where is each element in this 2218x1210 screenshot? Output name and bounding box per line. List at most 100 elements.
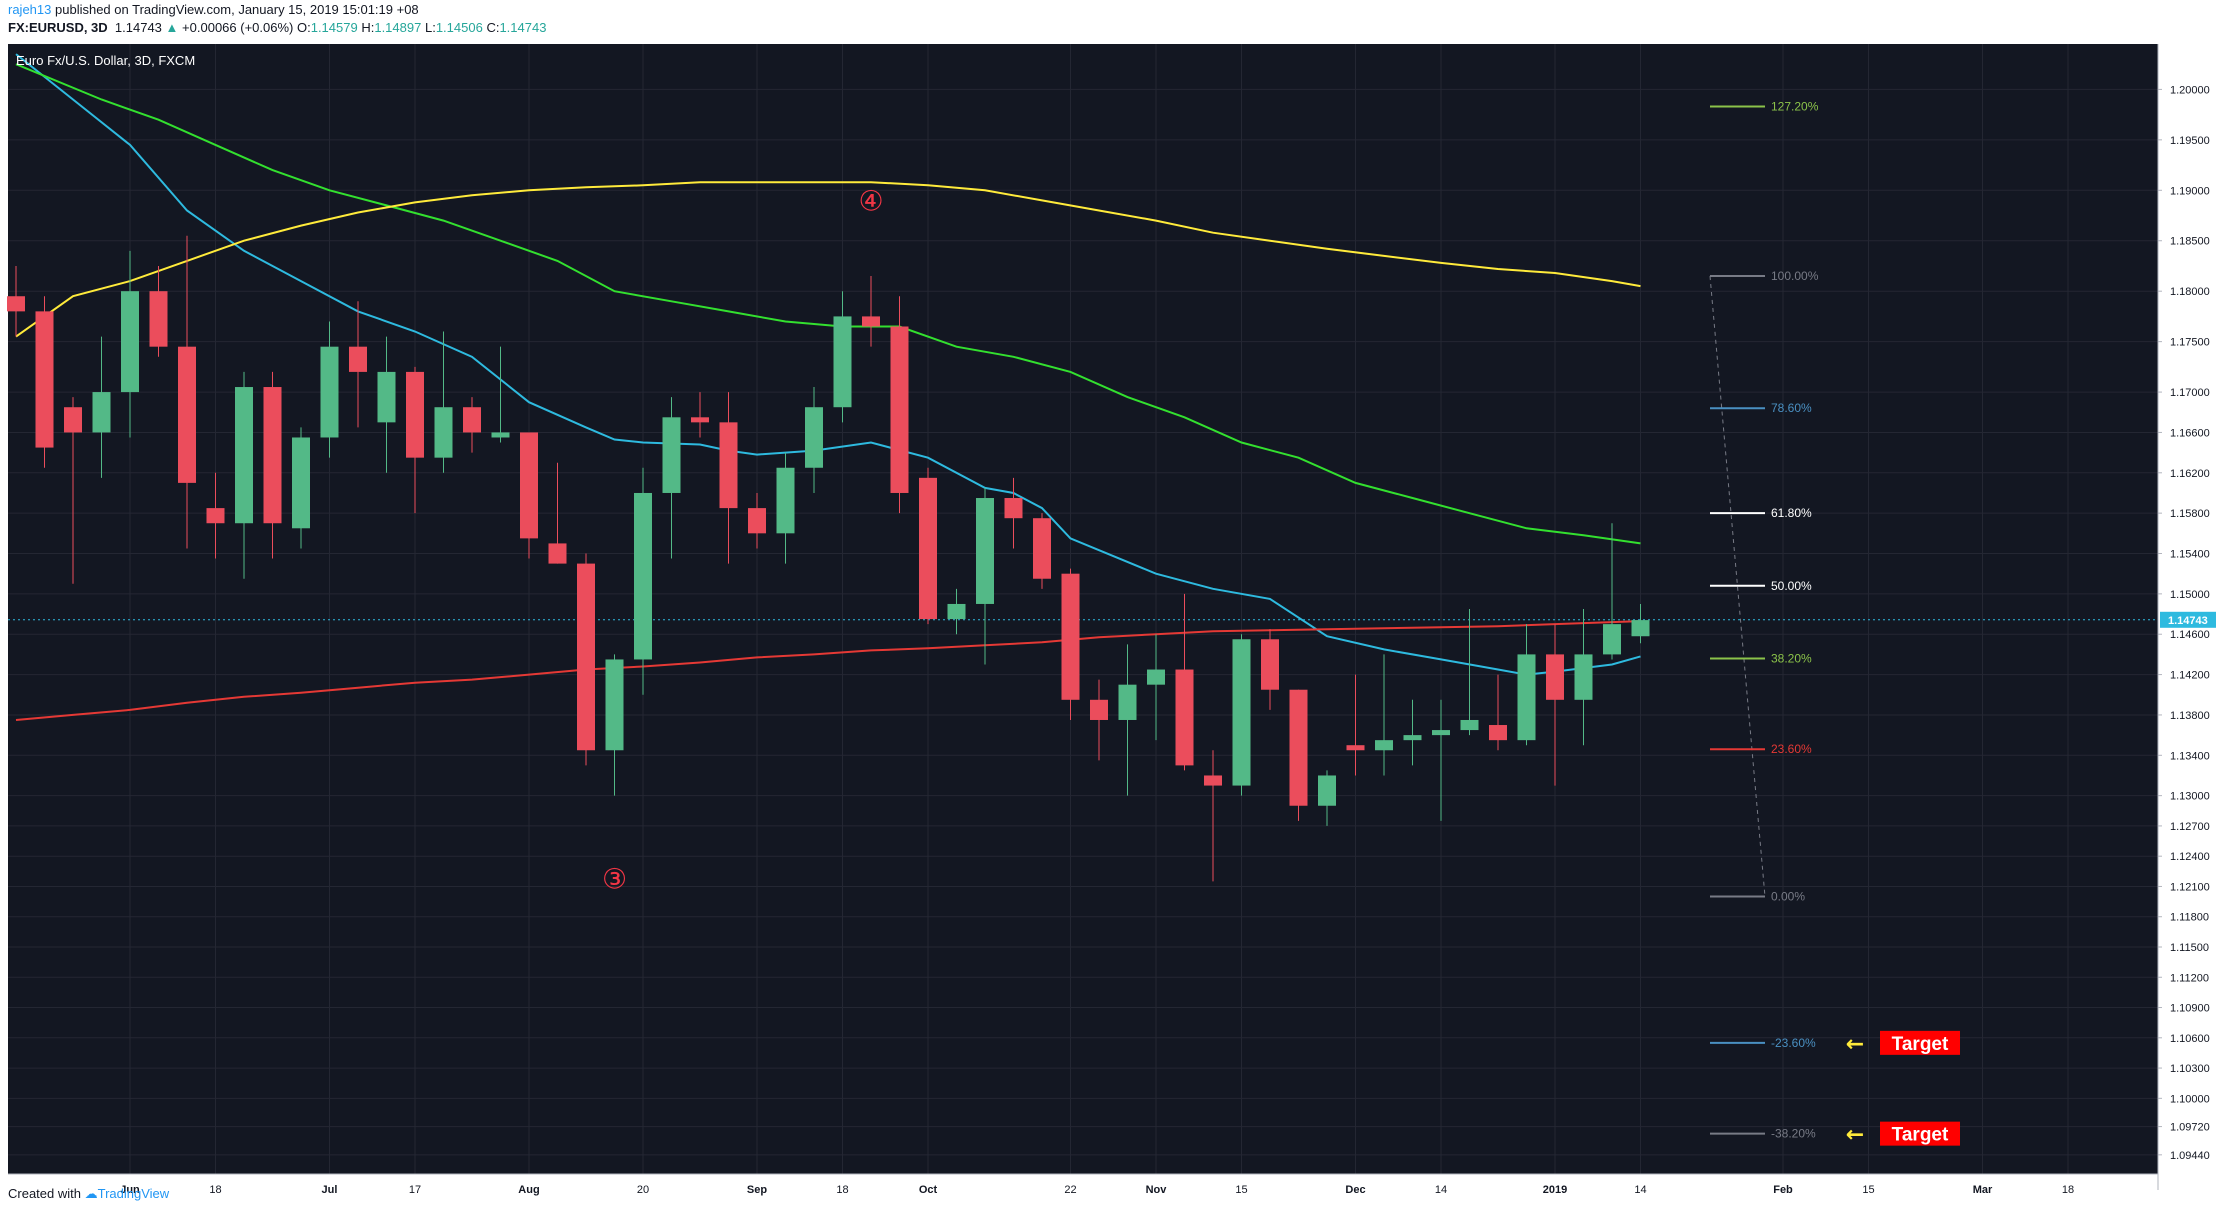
- fibonacci-levels[interactable]: 127.20% 100.00% 78.60% 61.80% 50.00% 38.20% 23…: [1709, 100, 1819, 1141]
- candle-body: [121, 291, 139, 393]
- created-with-label: Created with: [8, 1186, 81, 1201]
- target-label: Target: [1892, 1034, 1949, 1055]
- candle-body: [434, 407, 453, 458]
- candle-body: [1232, 639, 1251, 786]
- fibonacci-level-label: 0.00%: [1771, 890, 1805, 904]
- price-tick-label: 1.13800: [2170, 710, 2210, 722]
- close-value: 1.14743: [499, 20, 547, 35]
- candle-body: [1204, 775, 1222, 786]
- candle-body: [605, 659, 624, 751]
- price-tick-label: 1.18500: [2170, 236, 2210, 248]
- candle-body: [1175, 669, 1194, 766]
- candle-body: [1403, 735, 1422, 741]
- fibonacci-level-label: 127.20%: [1771, 100, 1819, 114]
- candle-body: [1546, 654, 1564, 700]
- price-tick-label: 1.18000: [2170, 286, 2210, 298]
- candle-body: [1574, 654, 1593, 700]
- candle-body: [1318, 775, 1336, 806]
- candle-body: [1090, 699, 1108, 720]
- price-tick-label: 1.19000: [2170, 185, 2210, 197]
- candle-body: [1460, 719, 1479, 731]
- candle-body: [1261, 639, 1279, 690]
- candle-body: [7, 296, 25, 312]
- time-tick-label: Jul: [322, 1184, 338, 1196]
- candle-body: [491, 432, 510, 438]
- chart-title: Euro Fx/U.S. Dollar, 3D, FXCM: [16, 53, 195, 68]
- open-value: 1.14579: [310, 20, 358, 35]
- brand-link[interactable]: TradingView: [97, 1186, 170, 1201]
- price-tick-label: 1.11800: [2170, 912, 2209, 924]
- candle-body: [292, 437, 310, 529]
- time-tick-label: Aug: [518, 1184, 539, 1196]
- candle-body: [1118, 684, 1137, 720]
- time-axis-labels: Jun 18 Jul 17 Aug 20 Sep 18 Oct 22 Nov 15 Dec 14 2019 1…: [120, 1184, 2074, 1196]
- candle-body: [1289, 689, 1308, 806]
- low-value: 1.14506: [435, 20, 483, 35]
- price-tick-label: 1.15000: [2170, 589, 2210, 601]
- chart-background: [8, 44, 2158, 1174]
- candle-body: [805, 407, 823, 468]
- moving-average-line: [15, 53, 1641, 676]
- price-tick-label: 1.17500: [2170, 337, 2210, 349]
- time-tick-label: Sep: [747, 1184, 767, 1196]
- tradingview-logo-icon: ☁: [84, 1186, 98, 1201]
- left-arrow-icon: ←: [1846, 1123, 1864, 1148]
- candle-body: [320, 346, 339, 438]
- time-tick-label: 18: [2062, 1184, 2074, 1196]
- publish-info: rajeh13 published on TradingView.com, Ja…: [8, 2, 419, 17]
- candle-body: [719, 422, 738, 509]
- candle-body: [1489, 725, 1507, 741]
- current-price-value: 1.14743: [2168, 615, 2208, 627]
- candle-body: [634, 492, 652, 660]
- time-tick-label: Mar: [1973, 1184, 1993, 1196]
- time-tick-label: 20: [637, 1184, 649, 1196]
- candle-body: [833, 316, 852, 408]
- candle-body: [919, 477, 937, 620]
- footer: Created with ☁TradingView: [8, 1186, 169, 1202]
- candles[interactable]: [7, 235, 1650, 882]
- candle-body: [947, 603, 966, 620]
- candle-body: [178, 346, 196, 483]
- time-tick-label: 15: [1235, 1184, 1247, 1196]
- candle-body: [1375, 740, 1393, 751]
- moving-average-line: [15, 181, 1641, 338]
- wave-label: ③: [602, 862, 627, 895]
- open-label: O:: [296, 20, 311, 35]
- time-tick-label: 14: [1634, 1184, 1646, 1196]
- candle-body: [1147, 669, 1165, 685]
- price-tick-label: 1.09440: [2170, 1150, 2210, 1162]
- price-tick-label: 1.19500: [2170, 135, 2210, 147]
- author-name[interactable]: rajeh13: [8, 2, 52, 17]
- candle-body: [976, 498, 994, 604]
- price-tick-label: 1.13000: [2170, 791, 2210, 803]
- candle-body: [548, 543, 567, 564]
- price-tick-label: 1.16600: [2170, 427, 2210, 439]
- candle-body: [1603, 624, 1621, 655]
- time-tick-label: 14: [1435, 1184, 1447, 1196]
- candle-body: [92, 392, 111, 433]
- price-change: +0.00066 (+0.06%): [182, 20, 294, 35]
- price-tick-label: 1.12100: [2170, 881, 2210, 893]
- fibonacci-level-label: 38.20%: [1771, 651, 1812, 665]
- candle-body: [577, 563, 595, 751]
- time-tick-label: 17: [409, 1184, 421, 1196]
- candle-body: [149, 291, 168, 347]
- fibonacci-level-label: -38.20%: [1771, 1127, 1816, 1141]
- wave-labels: ④③: [602, 184, 884, 895]
- price-axis[interactable]: [2158, 44, 2218, 1174]
- candle-body: [776, 467, 795, 534]
- target-label: Target: [1892, 1125, 1949, 1146]
- candle-body: [235, 387, 253, 524]
- last-price: 1.14743: [114, 20, 162, 35]
- candle-body: [1517, 654, 1536, 741]
- targets: ← Target ← Target: [1846, 1030, 1960, 1148]
- candle-body: [1432, 730, 1450, 736]
- fibonacci-level-label: 61.80%: [1771, 506, 1812, 520]
- candle-body: [1061, 573, 1080, 700]
- symbol-label: FX:EURUSD, 3D: [8, 20, 108, 35]
- target-badge: [1880, 1121, 1960, 1146]
- fibonacci-level-label: 100.00%: [1771, 269, 1819, 283]
- fibonacci-level-label: 23.60%: [1771, 742, 1812, 756]
- price-tick-label: 1.15400: [2170, 549, 2210, 561]
